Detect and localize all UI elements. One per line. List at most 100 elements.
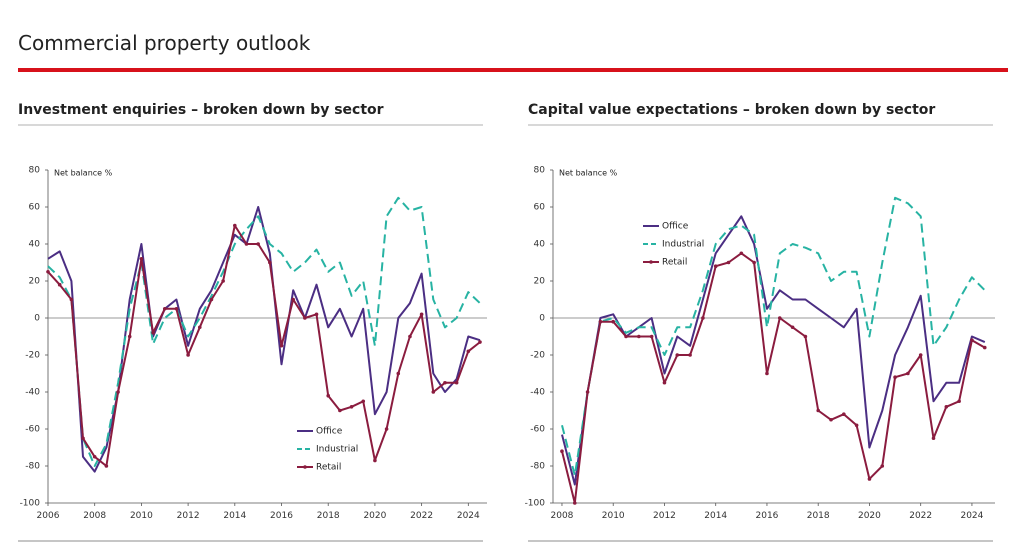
y-tick-label: 20: [534, 277, 546, 287]
series-marker: [338, 408, 342, 413]
y-tick-label: 40: [534, 240, 546, 250]
y-tick-label: 60: [29, 203, 41, 213]
legend-label: Office: [662, 222, 689, 232]
series-marker: [893, 375, 897, 380]
series-marker: [361, 399, 366, 404]
legend-marker: [649, 260, 653, 264]
series-marker: [790, 325, 795, 330]
series-marker: [431, 390, 436, 394]
y-tick-label: -20: [25, 351, 40, 361]
legend-marker: [303, 465, 307, 469]
series-marker: [572, 501, 577, 505]
y-axis-label: Net balance %: [54, 169, 113, 178]
series-marker: [752, 260, 756, 265]
x-tick-label: 2018: [317, 511, 340, 521]
x-tick-label: 2024: [960, 511, 983, 521]
series-marker: [816, 408, 820, 413]
series-marker: [454, 380, 459, 385]
x-tick-label: 2014: [704, 511, 727, 521]
series-marker: [598, 319, 603, 324]
series-marker: [982, 345, 987, 350]
x-tick-label: 2022: [410, 511, 433, 521]
series-marker: [611, 319, 616, 324]
series-marker: [713, 264, 718, 269]
series-marker: [127, 334, 132, 339]
series-marker: [739, 251, 744, 256]
series-line: [47, 224, 481, 467]
series-marker: [373, 458, 377, 463]
series-marker: [765, 371, 769, 376]
series-marker: [279, 343, 284, 348]
series-marker: [867, 477, 872, 481]
x-tick-label: 2008: [551, 511, 574, 521]
legend-label: Retail: [662, 258, 687, 268]
series-marker: [649, 334, 654, 339]
y-tick-label: -60: [25, 425, 40, 435]
y-tick-label: -80: [530, 462, 545, 472]
y-tick-label: 20: [29, 277, 41, 287]
x-tick-label: 2010: [130, 511, 153, 521]
series-line: [561, 215, 986, 486]
y-tick-label: -20: [530, 351, 545, 361]
series-line: [47, 196, 481, 467]
x-tick-label: 2024: [457, 511, 480, 521]
x-tick-label: 2016: [270, 511, 293, 521]
series-line: [561, 196, 986, 477]
y-tick-label: -40: [25, 388, 40, 398]
series-marker: [314, 312, 319, 317]
x-tick-label: 2016: [756, 511, 779, 521]
x-tick-label: 2012: [177, 511, 200, 521]
y-tick-label: 0: [34, 314, 40, 324]
series-marker: [174, 306, 179, 311]
series-marker: [726, 260, 731, 265]
series-marker: [803, 334, 808, 339]
y-tick-label: -100: [525, 499, 546, 509]
x-tick-label: 2010: [602, 511, 625, 521]
series-marker: [139, 257, 144, 261]
series-marker: [478, 340, 482, 344]
series-marker: [81, 436, 85, 441]
y-tick-label: -40: [530, 388, 545, 398]
series-marker: [957, 399, 961, 404]
x-tick-label: 2006: [37, 511, 60, 521]
series-marker: [970, 338, 974, 343]
series-marker: [384, 427, 389, 431]
series-marker: [186, 353, 190, 357]
series-marker: [151, 331, 155, 335]
y-tick-label: -60: [530, 425, 545, 435]
legend-label: Industrial: [316, 445, 358, 455]
y-tick-label: 80: [534, 166, 546, 176]
series-marker: [244, 242, 249, 246]
series-marker: [701, 316, 705, 320]
series-marker: [69, 297, 74, 302]
series-marker: [326, 393, 331, 398]
series-marker: [419, 312, 424, 317]
legend-label: Industrial: [662, 240, 704, 250]
series-marker: [46, 269, 50, 274]
series-marker: [688, 353, 692, 357]
series-marker: [268, 260, 272, 265]
chart-title: Capital value expectations – broken down…: [528, 102, 935, 118]
series-marker: [637, 334, 641, 339]
series-marker: [675, 353, 680, 357]
title-rule: [18, 68, 1008, 72]
series-marker: [221, 279, 225, 283]
series-marker: [624, 334, 628, 339]
series-marker: [303, 316, 307, 320]
series-marker: [57, 282, 62, 287]
series-marker: [408, 334, 412, 339]
series-marker: [256, 242, 260, 246]
series-marker: [931, 436, 936, 441]
series-marker: [209, 297, 214, 302]
x-tick-label: 2018: [807, 511, 830, 521]
series-marker: [396, 371, 401, 376]
legend-label: Office: [316, 427, 343, 437]
chart-title: Investment enquiries – broken down by se…: [18, 102, 384, 118]
series-marker: [291, 297, 295, 302]
series-marker: [560, 449, 564, 454]
y-tick-label: -100: [20, 499, 41, 509]
series-marker: [233, 223, 237, 228]
series-marker: [662, 380, 667, 385]
y-tick-label: 0: [539, 314, 545, 324]
x-tick-label: 2014: [223, 511, 246, 521]
